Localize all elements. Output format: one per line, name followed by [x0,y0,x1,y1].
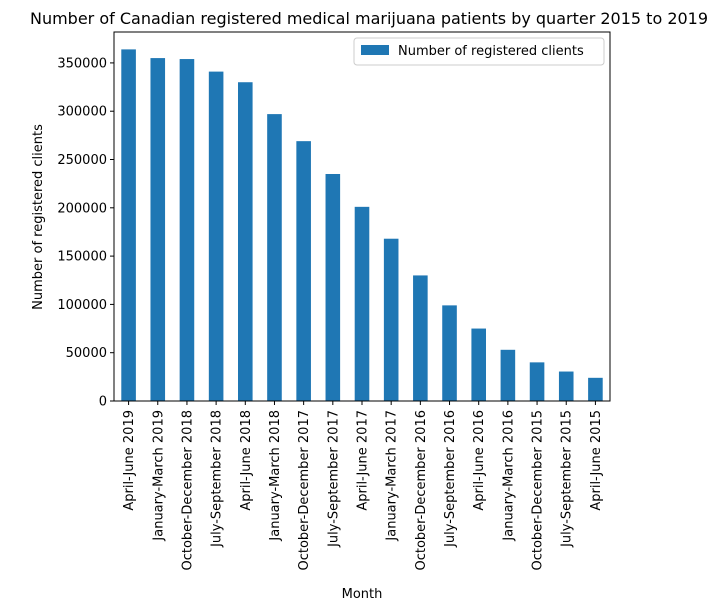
x-tick-label-14: October-December 2015 [531,410,546,571]
bar-10 [413,275,428,401]
y-tick-label-2: 100000 [57,298,107,313]
x-tick-label-10: October-December 2016 [414,410,429,571]
x-axis: April-June 2019 January-March 2019 October… [122,401,604,571]
x-tick-label-1: January-March 2019 [151,410,166,542]
bar-11 [442,305,457,401]
y-tick-label-1: 50000 [66,346,107,361]
bar-13 [501,350,516,401]
y-tick-label-7: 350000 [57,56,107,71]
x-tick-label-3: July-September 2018 [210,410,225,548]
y-tick-label-4: 200000 [57,201,107,216]
y-tick-label-5: 250000 [57,153,107,168]
y-tick-label-3: 150000 [57,250,107,265]
bar-3 [209,72,224,401]
bars [121,49,602,401]
x-tick-label-13: January-March 2016 [501,410,516,542]
bar-5 [267,114,282,401]
x-axis-label: Month [342,587,383,602]
y-axis-label: Number of registered clients [31,124,46,310]
x-tick-label-7: July-September 2017 [326,410,341,548]
bar-12 [471,329,486,401]
bar-16 [588,378,603,401]
x-tick-label-11: July-September 2016 [443,410,458,548]
bar-2 [180,59,195,401]
bar-15 [559,372,574,401]
x-tick-label-5: January-March 2018 [268,410,283,542]
y-tick-label-0: 0 [99,395,107,410]
bar-8 [355,207,370,401]
y-tick-label-6: 300000 [57,105,107,120]
bar-14 [530,362,545,401]
legend: Number of registered clients [354,38,604,65]
bar-9 [384,239,399,401]
bar-7 [326,174,341,401]
x-tick-label-6: October-December 2017 [297,410,312,571]
x-tick-label-16: April-June 2015 [589,410,604,511]
x-tick-label-9: January-March 2017 [385,410,400,542]
legend-label: Number of registered clients [398,44,584,59]
bar-1 [150,58,165,401]
bar-4 [238,82,253,401]
chart-title: Number of Canadian registered medical ma… [30,9,708,28]
x-tick-label-4: April-June 2018 [239,410,254,511]
x-tick-label-15: July-September 2015 [560,410,575,548]
x-tick-label-8: April-June 2017 [356,410,371,511]
y-axis: 0 50000 100000 150000 200000 250000 300000 3500… [57,56,114,409]
bar-6 [296,141,311,401]
x-tick-label-12: April-June 2016 [472,410,487,511]
legend-swatch [361,45,389,55]
x-tick-label-0: April-June 2019 [122,410,137,511]
bar-0 [121,49,136,401]
x-tick-label-2: October-December 2018 [180,410,195,571]
